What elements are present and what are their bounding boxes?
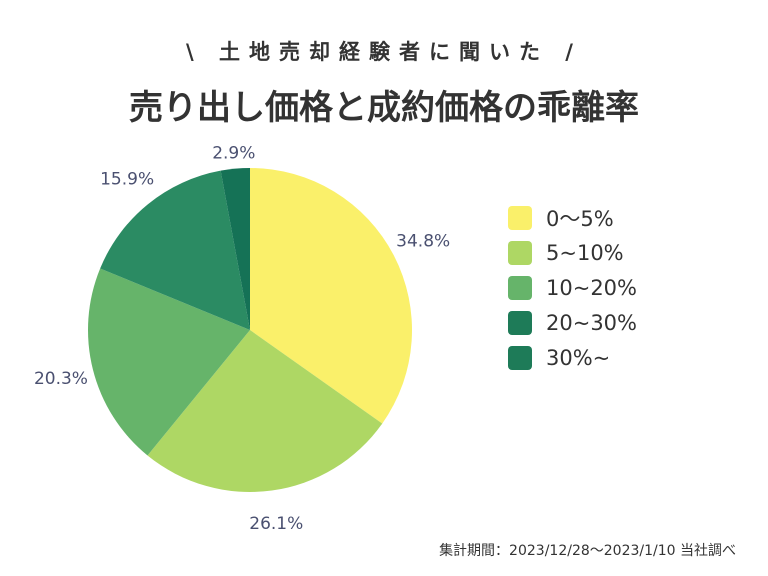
chart-subtitle: \ 土地売却経験者に聞いた / <box>186 40 582 64</box>
legend-item: 20~30% <box>508 305 637 340</box>
legend-label: 10~20% <box>546 275 637 300</box>
data-label: 26.1% <box>249 514 303 534</box>
legend-swatch <box>508 310 532 335</box>
pie-slice <box>220 168 250 330</box>
legend-label: 20~30% <box>546 310 637 335</box>
chart-title: 売り出し価格と成約価格の乖離率 <box>129 88 639 128</box>
data-label: 2.9% <box>212 144 255 164</box>
pie-slice <box>147 330 383 492</box>
legend-item: 10~20% <box>508 270 637 305</box>
legend-item: 30%~ <box>508 340 637 375</box>
legend-swatch <box>508 205 532 230</box>
legend-swatch <box>508 240 532 265</box>
pie-slice <box>100 170 251 330</box>
data-label: 34.8% <box>396 231 450 251</box>
legend-label: 30%~ <box>546 345 611 370</box>
legend-label: 5~10% <box>546 240 624 265</box>
pie-slice <box>87 268 250 456</box>
data-label: 15.9% <box>100 170 154 190</box>
legend: 0〜5% 5~10% 10~20% 20~30% 30%~ <box>508 200 637 375</box>
pie-slice <box>250 168 412 424</box>
legend-swatch <box>508 275 532 300</box>
data-label: 20.3% <box>34 369 88 389</box>
legend-item: 0〜5% <box>508 200 637 235</box>
legend-item: 5~10% <box>508 235 637 270</box>
legend-swatch <box>508 345 532 370</box>
survey-period-note: 集計期間：2023/12/28〜2023/1/10 当社調べ <box>439 543 736 559</box>
legend-label: 0〜5% <box>546 206 614 231</box>
